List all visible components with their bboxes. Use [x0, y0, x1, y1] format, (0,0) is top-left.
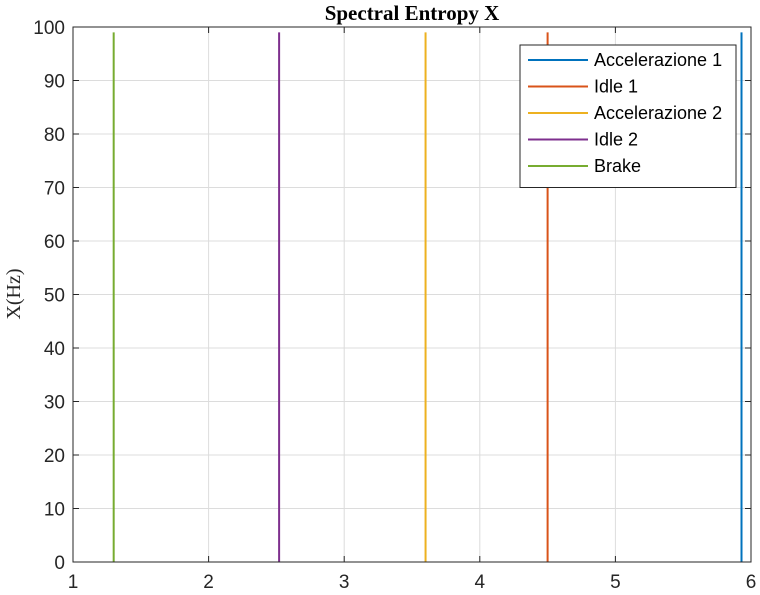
x-tick-label: 3: [339, 572, 350, 593]
x-tick-labels: 1 2 3 4 5 6: [68, 572, 757, 593]
y-tick-label: 70: [44, 179, 65, 200]
x-tick-label: 5: [610, 572, 621, 593]
y-tick-label: 0: [54, 553, 65, 574]
legend: Accelerazione 1 Idle 1 Accelerazione 2 Idle…: [519, 44, 737, 188]
tick-marks: [72, 26, 752, 563]
x-tick-label: 6: [746, 572, 757, 593]
legend-box: [519, 44, 737, 188]
y-tick-label: 60: [44, 232, 65, 253]
y-axis-label: X(Hz): [3, 268, 25, 319]
legend-label: Idle 1: [594, 77, 638, 97]
x-tick-label: 4: [475, 572, 486, 593]
y-tick-label: 50: [44, 286, 65, 307]
y-tick-label: 40: [44, 339, 65, 360]
y-tick-label: 100: [33, 18, 65, 39]
y-tick-labels: 0 10 20 30 40 50 60 70 80 90 100: [33, 18, 65, 574]
legend-label: Accelerazione 1: [594, 50, 722, 70]
y-tick-label: 90: [44, 72, 65, 93]
legend-label: Idle 2: [594, 130, 638, 150]
y-tick-label: 10: [44, 500, 65, 521]
chart-title: Spectral Entropy X: [325, 1, 500, 25]
legend-label: Brake: [594, 156, 641, 176]
x-tick-label: 2: [203, 572, 214, 593]
x-tick-label: 1: [68, 572, 79, 593]
grid: [72, 26, 752, 563]
legend-label: Accelerazione 2: [594, 103, 722, 123]
y-tick-label: 20: [44, 446, 65, 467]
y-tick-label: 30: [44, 393, 65, 414]
y-tick-label: 80: [44, 125, 65, 146]
